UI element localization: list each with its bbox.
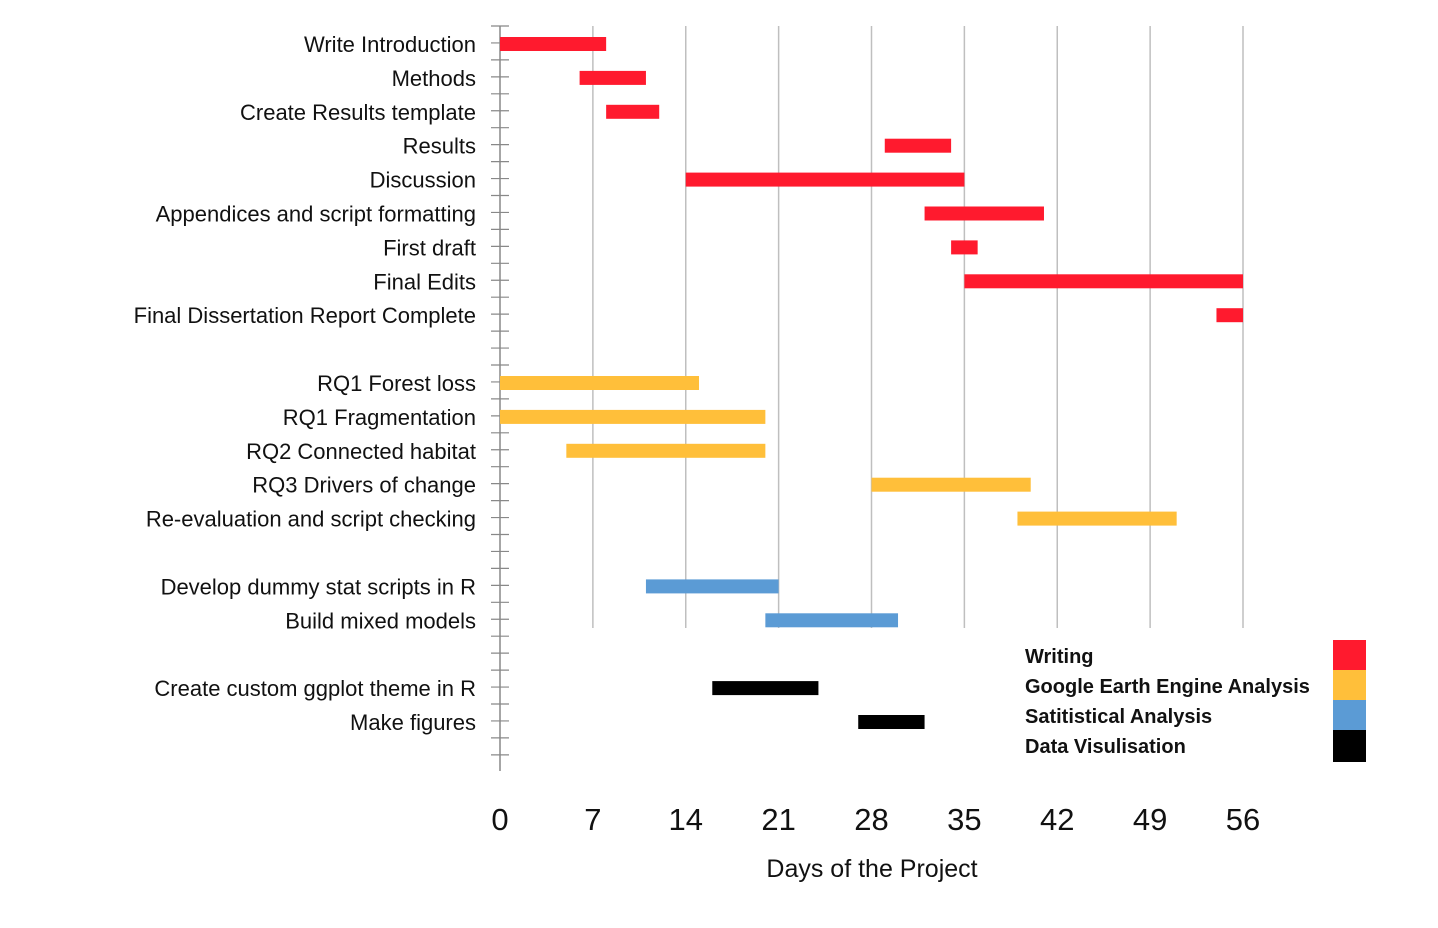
task-bar [500, 409, 766, 424]
legend-label: Satitistical Analysis [1025, 706, 1212, 728]
task-bar [685, 172, 965, 187]
task-label: Write Introduction [304, 32, 476, 57]
legend-swatch [1333, 670, 1366, 702]
x-tick-label: 56 [1226, 802, 1260, 837]
task-bar [500, 37, 607, 51]
task-bar [606, 104, 660, 119]
task-bar [500, 376, 700, 390]
task-bar [871, 477, 1031, 492]
task-label: RQ1 Forest loss [317, 371, 476, 396]
task-bar [579, 70, 646, 85]
task-bar [1017, 511, 1177, 526]
legend-swatch [1333, 640, 1366, 672]
task-label: Discussion [370, 168, 476, 193]
legend-swatch [1333, 730, 1366, 762]
task-label: Final Edits [373, 269, 476, 294]
legend-label: Google Earth Engine Analysis [1025, 676, 1310, 698]
task-bar [924, 206, 1044, 221]
grid-lines [592, 26, 1244, 628]
x-tick-label: 21 [761, 802, 795, 837]
x-tick-label: 14 [669, 802, 703, 837]
task-label: Build mixed models [285, 608, 476, 633]
x-tick-label: 35 [947, 802, 981, 837]
task-label: Re-evaluation and script checking [146, 507, 476, 532]
task-bar [712, 681, 819, 696]
task-label: Results [403, 134, 476, 159]
legend-label: Writing [1025, 646, 1094, 668]
x-axis-title: Days of the Project [766, 855, 977, 883]
task-label: Develop dummy stat scripts in R [161, 574, 476, 599]
task-label: Final Dissertation Report Complete [134, 303, 476, 328]
task-label: Make figures [350, 710, 476, 735]
task-bar [951, 240, 978, 255]
legend-label: Data Visulisation [1025, 736, 1186, 758]
task-bar [1216, 308, 1243, 323]
x-tick-label: 28 [854, 802, 888, 837]
task-bar [566, 443, 766, 458]
x-tick-label: 42 [1040, 802, 1074, 837]
x-tick-label: 7 [584, 802, 601, 837]
legend: Writing Google Earth Engine Analysis Satit… [1025, 640, 1366, 762]
task-label: RQ3 Drivers of change [252, 473, 476, 498]
task-bar [765, 613, 899, 628]
y-axis [491, 25, 509, 771]
bar-series [500, 37, 1243, 729]
task-label: Create custom ggplot theme in R [154, 676, 476, 701]
task-bar [645, 579, 779, 594]
legend-swatch [1333, 700, 1366, 732]
task-labels: Write Introduction Methods Create Results … [134, 32, 476, 735]
task-label: RQ1 Fragmentation [283, 405, 476, 430]
task-bar [964, 274, 1243, 289]
x-tick-labels: 0 7 14 21 28 35 42 49 56 [491, 802, 1260, 837]
task-label: RQ2 Connected habitat [246, 439, 476, 464]
task-label: Methods [392, 66, 476, 91]
task-bar [884, 138, 952, 153]
x-tick-label: 49 [1133, 802, 1167, 837]
task-label: Appendices and script formatting [156, 202, 476, 227]
task-bar [858, 715, 925, 729]
x-tick-label: 0 [491, 802, 508, 837]
task-label: Create Results template [240, 100, 476, 125]
task-label: First draft [383, 235, 476, 260]
